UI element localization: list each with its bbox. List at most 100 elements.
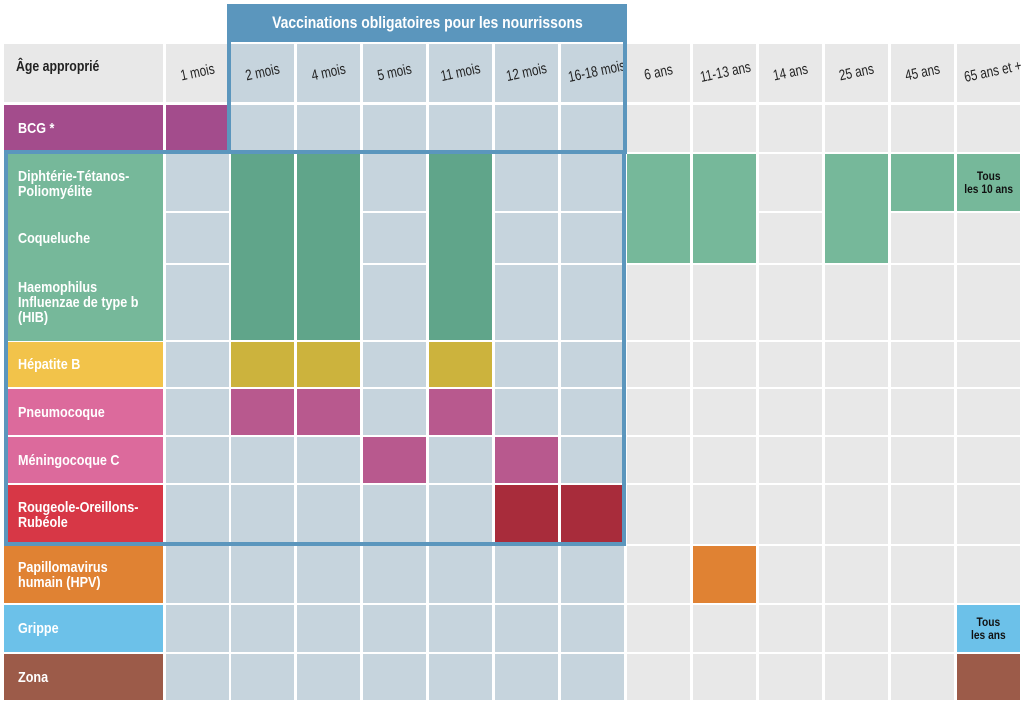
schedule-empty-cell [231,485,294,544]
schedule-empty-cell [561,265,624,340]
row-label-text: Rougeole-Oreillons- Rubéole [18,498,139,531]
row-label-text: Zona [18,668,49,686]
schedule-empty-cell [561,605,624,652]
column-header-cell [759,44,822,102]
schedule-empty-cell [627,485,690,544]
schedule-empty-cell [297,437,360,483]
schedule-empty-cell [759,342,822,387]
schedule-empty-cell [891,654,954,700]
schedule-empty-cell [891,213,954,263]
schedule-mark [429,389,492,435]
schedule-mark [297,342,360,387]
schedule-empty-cell [759,105,822,152]
schedule-empty-cell [429,485,492,544]
schedule-empty-cell [166,265,229,340]
cell-note-text: Tous les 10 ans [964,168,1013,196]
schedule-empty-cell [957,437,1020,483]
schedule-empty-cell [891,105,954,152]
schedule-empty-cell [759,389,822,435]
schedule-empty-cell [429,546,492,603]
schedule-empty-cell [561,654,624,700]
schedule-empty-cell [297,485,360,544]
schedule-empty-cell [693,485,756,544]
schedule-empty-cell [363,105,426,152]
row-label-menin: Méningocoque C [4,437,163,483]
schedule-empty-cell [363,654,426,700]
schedule-empty-cell [957,389,1020,435]
schedule-empty-cell [495,654,558,700]
schedule-empty-cell [693,437,756,483]
schedule-empty-cell [891,437,954,483]
column-header-cell [627,44,690,102]
schedule-empty-cell [759,437,822,483]
schedule-empty-cell [627,265,690,340]
schedule-empty-cell [231,654,294,700]
schedule-empty-cell [957,265,1020,340]
schedule-mark [627,212,690,263]
schedule-empty-cell [561,546,624,603]
schedule-empty-cell [825,342,888,387]
cell-note-text: Tous les ans [971,614,1006,642]
schedule-empty-cell [495,605,558,652]
schedule-empty-cell [825,485,888,544]
schedule-empty-cell [561,437,624,483]
schedule-empty-cell [297,605,360,652]
schedule-empty-cell [627,654,690,700]
schedule-mark [957,605,1020,652]
schedule-empty-cell [825,389,888,435]
row-label-text: Hépatite B [18,356,81,373]
schedule-empty-cell [561,213,624,263]
schedule-mark [297,212,360,264]
schedule-mark [231,342,294,387]
schedule-mark [891,154,954,211]
row-label-text: Pneumocoque [18,403,105,421]
column-header-cell [166,44,229,102]
row-label-pneumo: Pneumocoque [4,389,163,435]
schedule-mark [166,105,229,152]
column-header-cell [891,44,954,102]
row-label-coqueluche: Coqueluche [4,212,163,264]
schedule-empty-cell [495,265,558,340]
schedule-empty-cell [957,485,1020,544]
schedule-empty-cell [825,605,888,652]
schedule-empty-cell [693,105,756,152]
column-header-cell [363,44,426,102]
row-label-hepb: Hépatite B [4,342,163,387]
schedule-empty-cell [363,213,426,263]
row-label-text: Méningocoque C [18,451,120,469]
schedule-empty-cell [759,605,822,652]
schedule-mark [957,654,1020,700]
infant-title-text: Vaccinations obligatoires pour les nourr… [271,13,583,32]
schedule-empty-cell [957,213,1020,263]
schedule-empty-cell [957,342,1020,387]
column-header-cell [297,44,360,102]
schedule-empty-cell [231,105,294,152]
schedule-empty-cell [231,546,294,603]
schedule-mark [297,154,360,213]
schedule-mark [693,212,756,263]
schedule-mark [231,389,294,435]
schedule-empty-cell [825,654,888,700]
column-header-cell [825,44,888,102]
schedule-empty-cell [166,389,229,435]
column-header-cell [957,44,1020,102]
schedule-empty-cell [363,605,426,652]
schedule-mark [231,154,294,213]
schedule-mark [561,485,624,544]
row-label-ror: Rougeole-Oreillons- Rubéole [4,485,163,544]
schedule-mark [825,212,888,263]
schedule-empty-cell [495,105,558,152]
schedule-mark [627,154,690,213]
schedule-mark [363,437,426,483]
row-label-text: Grippe [18,620,59,637]
schedule-empty-cell [693,342,756,387]
corner-label: Âge approprié [16,58,100,75]
schedule-mark [231,212,294,264]
schedule-mark [297,264,360,340]
schedule-empty-cell [363,154,426,211]
row-label-text: Coqueluche [18,229,91,247]
schedule-empty-cell [825,105,888,152]
corner-header-cell [4,44,163,102]
schedule-empty-cell [891,485,954,544]
schedule-empty-cell [825,437,888,483]
